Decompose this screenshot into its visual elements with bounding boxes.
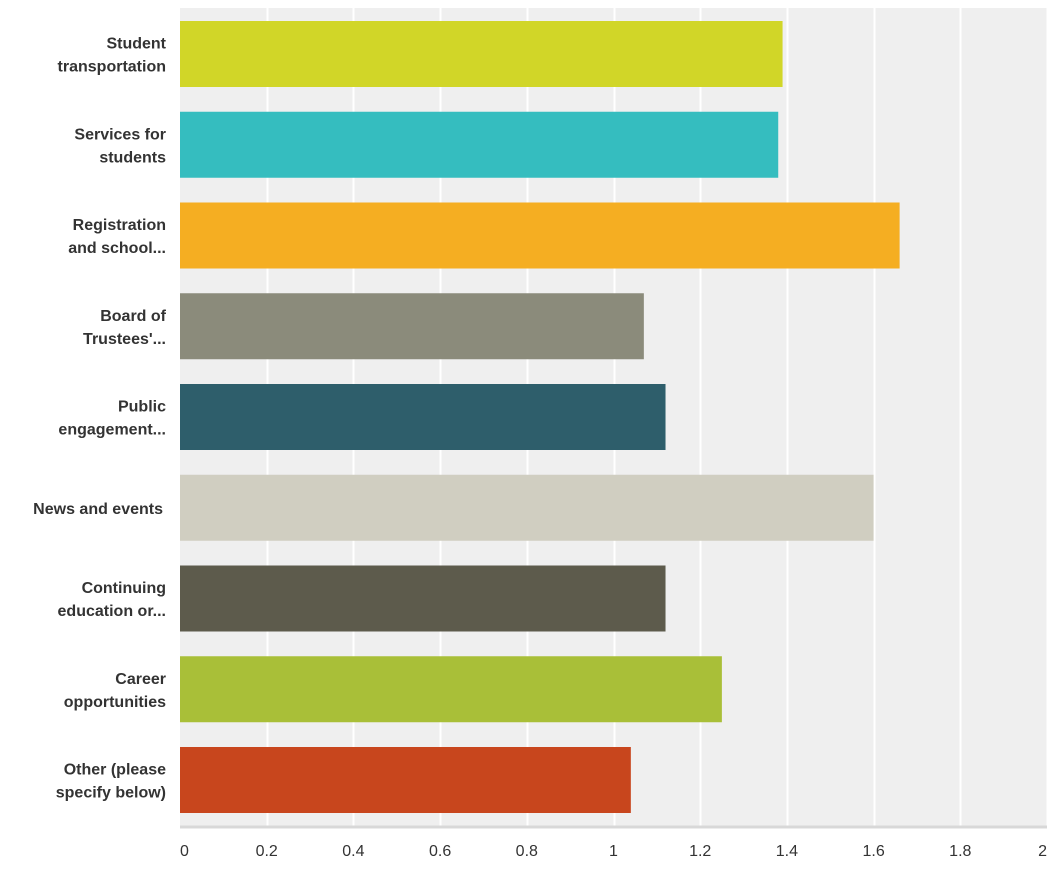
category-label: engagement... [58, 422, 166, 439]
bar[interactable] [180, 474, 874, 541]
tick-label: 1.2 [689, 843, 711, 860]
tick-label: 2 [1038, 843, 1047, 860]
category-label: education or... [58, 603, 166, 620]
category-label: transportation [58, 59, 166, 76]
category-label: Board of [100, 308, 166, 325]
category-label: Continuing [82, 580, 166, 597]
tick-label: 0 [180, 843, 189, 860]
bar[interactable] [180, 202, 900, 269]
bar[interactable] [180, 747, 631, 813]
bar[interactable] [180, 656, 722, 723]
x-axis-tick-labels: 0 0.2 0.4 0.6 0.8 1 1.2 1.4 1.6 1.8 2 [180, 843, 1047, 860]
bars [180, 21, 900, 813]
tick-label: 1 [609, 843, 618, 860]
category-label: News and events [33, 501, 163, 518]
category-label: specify below) [56, 785, 166, 802]
tick-label: 1.6 [862, 843, 884, 860]
category-label: Registration [73, 217, 166, 234]
category-label: Trustees'... [83, 331, 166, 348]
category-label: Career [115, 671, 166, 688]
category-labels: Student transportation Services for student… [33, 36, 167, 802]
bar[interactable] [180, 293, 644, 360]
category-label: Other (please [64, 762, 166, 779]
bar[interactable] [180, 384, 666, 450]
tick-label: 0.2 [256, 843, 278, 860]
category-label: Services for [74, 126, 166, 143]
tick-label: 0.4 [342, 843, 364, 860]
bar[interactable] [180, 565, 666, 632]
tick-label: 1.4 [776, 843, 798, 860]
category-label: Public [118, 399, 166, 416]
tick-label: 1.8 [949, 843, 971, 860]
category-label: opportunities [64, 694, 166, 711]
bar[interactable] [180, 21, 783, 87]
category-label: students [99, 149, 166, 166]
category-label: Student [106, 36, 166, 53]
tick-label: 0.6 [429, 843, 451, 860]
category-label: and school... [68, 240, 166, 257]
bar[interactable] [180, 111, 779, 178]
tick-label: 0.8 [516, 843, 538, 860]
